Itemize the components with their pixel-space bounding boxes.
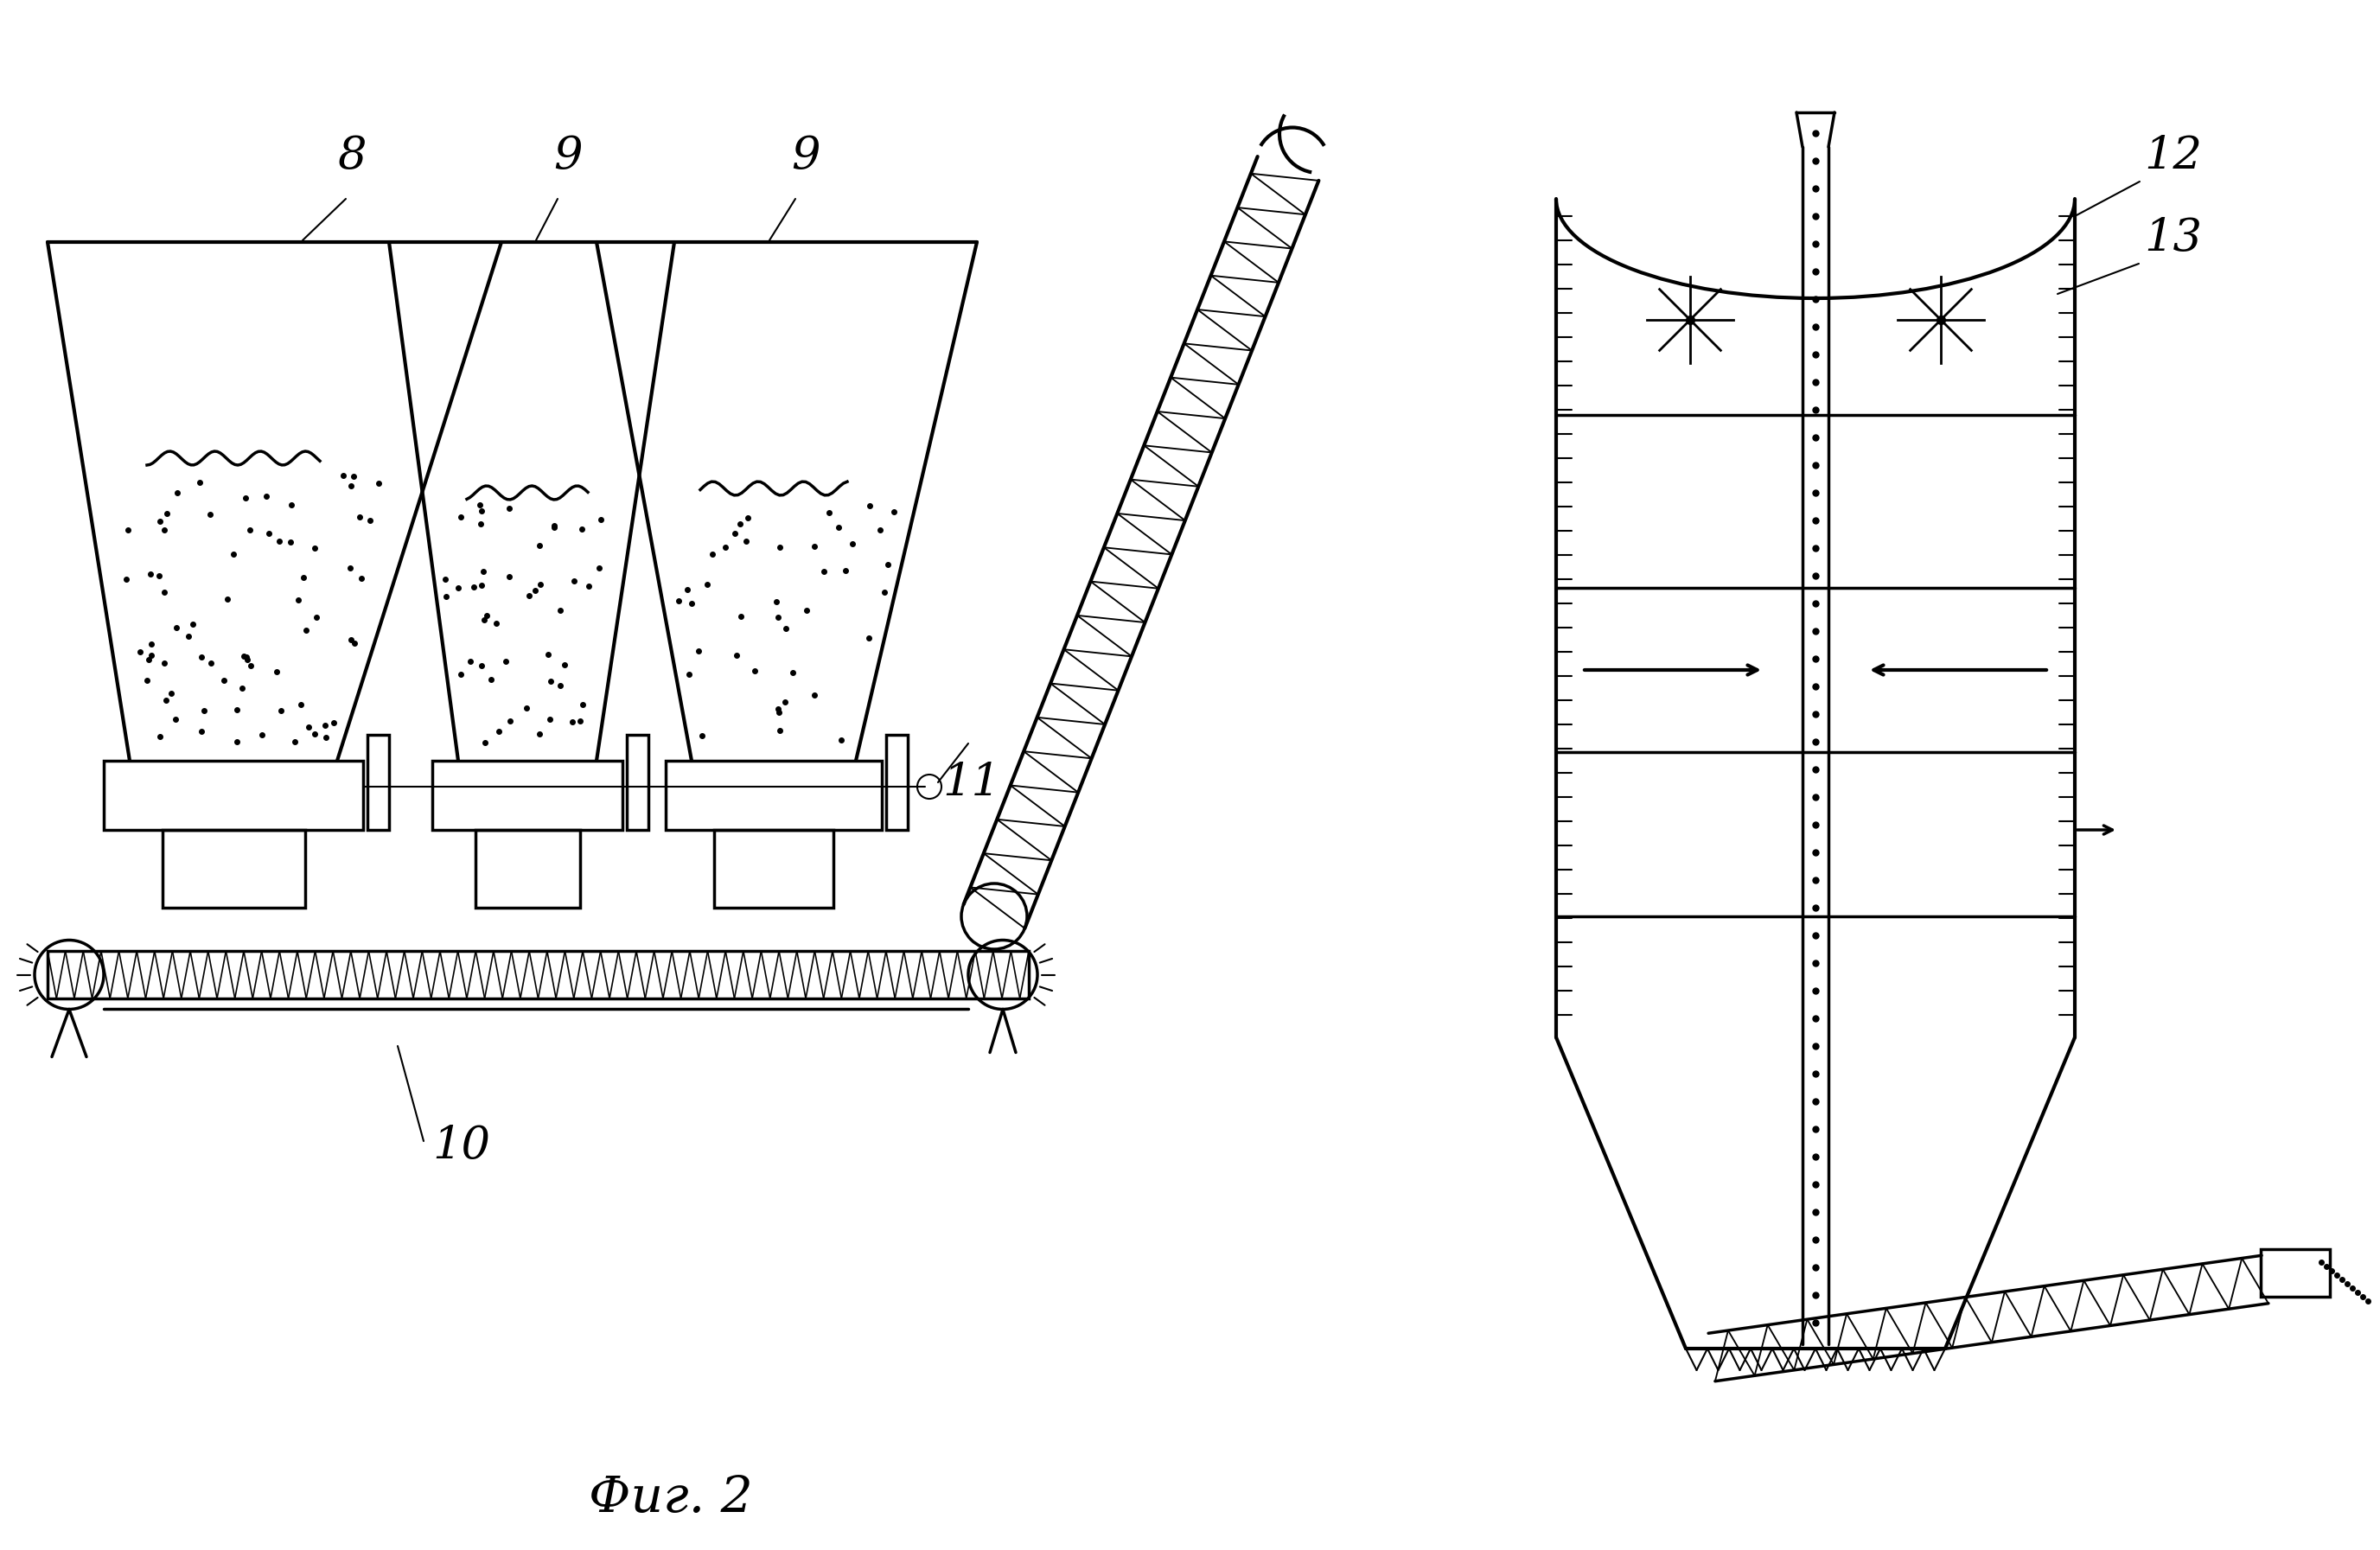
Text: 9: 9 (552, 133, 583, 178)
Bar (626, 735, 647, 829)
Bar (714, 829, 833, 908)
Bar (48, 950, 1028, 998)
Bar (885, 735, 907, 829)
Text: 9: 9 (790, 133, 821, 178)
Text: 11: 11 (942, 761, 1000, 804)
Text: 8: 8 (338, 133, 367, 178)
Text: Фиг. 2: Фиг. 2 (588, 1474, 752, 1522)
Bar (162, 829, 305, 908)
Bar (433, 761, 624, 829)
Text: 10: 10 (433, 1124, 490, 1167)
Bar (367, 735, 388, 829)
Bar (666, 761, 883, 829)
Bar (2261, 1249, 2330, 1297)
Bar (105, 761, 364, 829)
Text: 13: 13 (2144, 215, 2202, 260)
Text: 12: 12 (2144, 133, 2202, 178)
Bar (476, 829, 581, 908)
